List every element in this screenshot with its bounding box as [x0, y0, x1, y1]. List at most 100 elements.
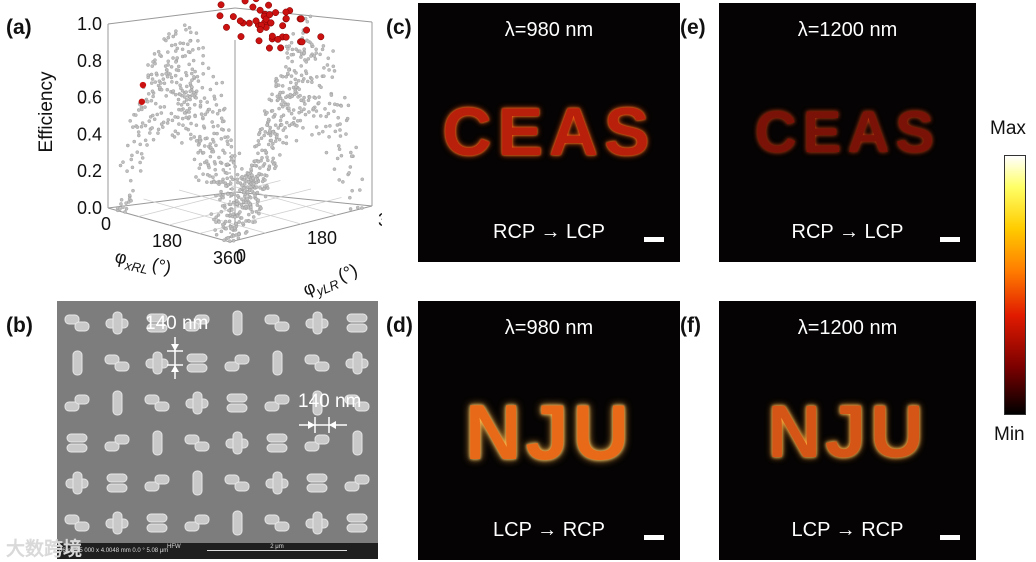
scatter-point — [223, 106, 227, 111]
scatter-point — [189, 136, 193, 141]
scatter-point — [294, 81, 298, 86]
scatter-point — [195, 74, 200, 79]
scatter-point — [277, 137, 282, 142]
scatter-point — [254, 209, 259, 214]
scatter-point — [219, 127, 224, 132]
scatter-point — [146, 73, 150, 78]
scatter-point — [222, 151, 227, 155]
image-panel-c: λ=980 nm CEAS RCP → LCP — [418, 3, 680, 262]
scatter-point — [239, 202, 244, 207]
scatter-point — [332, 167, 337, 171]
scatter-point — [242, 190, 246, 195]
scatter-point — [221, 195, 225, 200]
optimal-point — [245, 19, 253, 27]
panel-label-e: (e) — [680, 16, 706, 39]
scatter-point — [270, 160, 275, 164]
scatter-point — [288, 92, 293, 97]
scatter-point — [295, 124, 299, 128]
scatter-point — [175, 46, 180, 51]
scatter-point — [292, 116, 296, 120]
scatter-point — [335, 103, 340, 107]
nanostructure — [232, 510, 243, 536]
scatter-point — [158, 105, 163, 109]
scatter-point — [226, 192, 230, 196]
floor-gridline — [178, 189, 302, 225]
scatter-point — [251, 176, 255, 181]
nanostructure — [352, 430, 363, 456]
scatter-point — [218, 160, 223, 165]
scatter-point — [154, 71, 159, 76]
scatter-point — [184, 126, 188, 131]
scatter-point — [321, 44, 326, 48]
scatter-point — [229, 138, 233, 142]
optimal-point — [237, 33, 245, 41]
scatter-point — [265, 123, 269, 127]
scatter-point — [223, 219, 228, 224]
scatter-point — [150, 64, 154, 68]
scatter-point — [150, 77, 155, 81]
horizontal-gap-arrows — [299, 417, 347, 433]
scatter-point — [151, 94, 155, 99]
scatter-point — [302, 47, 306, 51]
scatter-point — [283, 103, 288, 107]
scatter-point — [189, 132, 193, 137]
scatter-point — [194, 123, 199, 127]
sem-footer-hfw: HFW — [167, 544, 181, 550]
scatter-point — [188, 89, 192, 94]
scatter-point — [138, 169, 143, 173]
scatter-point — [337, 147, 342, 151]
scatter-point — [213, 167, 217, 172]
scatter-point — [339, 153, 344, 158]
scatter-point — [131, 125, 135, 129]
scatter-point — [269, 138, 274, 143]
scatter-point — [127, 193, 132, 198]
scatter-point — [332, 69, 337, 73]
nanostructure — [186, 353, 208, 373]
scatter-point — [305, 19, 310, 24]
scatter-point — [262, 162, 267, 166]
scatter-point — [126, 143, 130, 148]
scatter-point — [249, 205, 253, 210]
scatter-point — [201, 72, 206, 76]
x-axis-label: φxRL(°) — [112, 246, 173, 281]
scatter-point — [267, 97, 272, 102]
scatter-point — [170, 133, 175, 137]
scatter-point — [260, 148, 264, 153]
scatter-point — [354, 145, 358, 150]
wavelength-label: λ=1200 nm — [797, 317, 898, 339]
optimal-point — [297, 15, 305, 23]
scatter-point — [228, 202, 233, 207]
scatter-point — [219, 116, 224, 121]
scatter-point — [299, 64, 303, 68]
scatter-point — [310, 133, 314, 137]
scatter-point — [178, 92, 182, 97]
scatter-point — [239, 216, 244, 220]
scatter-point — [265, 186, 270, 190]
scatter-point — [249, 195, 253, 200]
scatter-point — [349, 150, 353, 155]
scatter-point — [164, 94, 168, 98]
scatter-point — [171, 34, 175, 39]
scatter-point — [187, 115, 192, 119]
scatter-point — [360, 206, 364, 210]
optimal-point — [279, 22, 287, 30]
scatter-point — [306, 98, 311, 103]
scatter-point — [196, 46, 201, 51]
scatter-point — [222, 238, 226, 242]
scatter-point — [201, 115, 205, 120]
scatter-point — [250, 173, 254, 177]
scatter-point — [252, 163, 257, 168]
scatter-point — [283, 126, 287, 130]
scatter-point — [324, 150, 329, 155]
nanostructure — [345, 351, 369, 375]
scatter-point — [217, 155, 221, 160]
scatter-point — [308, 14, 313, 19]
scatter-point — [149, 72, 154, 77]
scatter-point — [263, 130, 268, 134]
nanostructure — [64, 514, 90, 532]
scatter-point — [178, 83, 182, 88]
scatter-point — [173, 42, 178, 47]
nanostructure — [146, 313, 168, 333]
image-panel-d: λ=980 nm NJU LCP → RCP — [418, 301, 680, 560]
scatter-point — [275, 78, 279, 83]
